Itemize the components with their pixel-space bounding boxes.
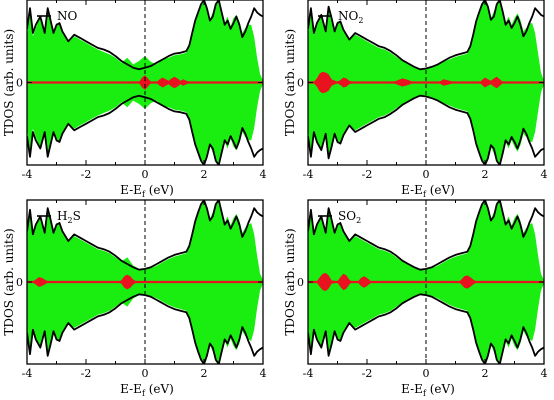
- total-dos-line-down: [27, 293, 263, 364]
- x-tick-label: 2: [482, 367, 489, 380]
- total-dos-line-down: [308, 293, 544, 364]
- x-tick-label: -4: [303, 367, 314, 380]
- y-tick-label: 0: [16, 276, 23, 289]
- x-tick-label: -4: [22, 367, 33, 380]
- x-axis-label: E-Ef (eV): [120, 382, 174, 398]
- x-tick-label: 4: [260, 168, 267, 181]
- adsorbate-dos-area: [308, 71, 509, 94]
- x-axis-label: E-Ef (eV): [120, 183, 174, 199]
- total-dos-line-down: [27, 94, 263, 165]
- legend: SO2: [318, 209, 361, 225]
- x-tick-label: 2: [201, 367, 208, 380]
- x-tick-label: -4: [303, 168, 314, 181]
- y-axis-label: TDOS (arb. units): [283, 228, 297, 335]
- total-dos-line-up: [308, 200, 544, 271]
- y-axis-label: TDOS (arb. units): [2, 228, 16, 335]
- x-tick-label: 2: [482, 168, 489, 181]
- total-dos-line-up: [27, 200, 263, 271]
- panel-no2: -4 -2 0 2 4 0 NO2 TDOS (arb. units) E-Ef (eV): [283, 0, 548, 199]
- x-tick-label: -2: [362, 367, 373, 380]
- legend-label: H2S: [57, 209, 81, 225]
- x-axis-label: E-Ef (eV): [401, 183, 455, 199]
- legend-label: NO2: [338, 9, 363, 25]
- panel-h2s: -4 -2 0 2 4 0 H2S TDOS (arb. units) E-Ef (eV): [2, 199, 267, 398]
- legend: NO: [37, 9, 78, 23]
- y-tick-label: 0: [297, 276, 304, 289]
- legend: NO2: [318, 9, 363, 25]
- x-tick-label: -4: [22, 168, 33, 181]
- x-tick-label: 0: [142, 168, 149, 181]
- x-tick-label: -2: [362, 168, 373, 181]
- x-tick-label: 0: [142, 367, 149, 380]
- adsorbate-dos-area: [308, 273, 480, 291]
- total-dos-line-down: [308, 94, 544, 165]
- x-axis-label: E-Ef (eV): [401, 382, 455, 398]
- x-tick-label: 0: [423, 367, 430, 380]
- adsorbate-dos-area: [27, 274, 140, 290]
- panel-no: -4 -2 0 2 4 0 NO TDOS (arb. units) E-Ef (eV): [2, 0, 267, 199]
- x-tick-label: 2: [201, 168, 208, 181]
- x-tick-label: 0: [423, 168, 430, 181]
- legend-label: SO2: [338, 209, 361, 225]
- x-tick-label: 4: [541, 367, 548, 380]
- y-tick-label: 0: [16, 77, 23, 90]
- y-tick-label: 0: [297, 77, 304, 90]
- legend: H2S: [37, 209, 81, 225]
- total-dos-line-up: [308, 0, 544, 71]
- y-axis-label: TDOS (arb. units): [283, 29, 297, 136]
- x-tick-label: -2: [81, 367, 92, 380]
- x-tick-label: 4: [260, 367, 267, 380]
- y-axis-label: TDOS (arb. units): [2, 29, 16, 136]
- x-tick-label: 4: [541, 168, 548, 181]
- total-dos-line-up: [27, 0, 263, 71]
- adsorbate-dos-area: [133, 75, 204, 90]
- legend-label: NO: [57, 9, 78, 23]
- panel-so2: -4 -2 0 2 4 0 SO2 TDOS (arb. units) E-Ef (eV): [283, 199, 548, 398]
- x-tick-label: -2: [81, 168, 92, 181]
